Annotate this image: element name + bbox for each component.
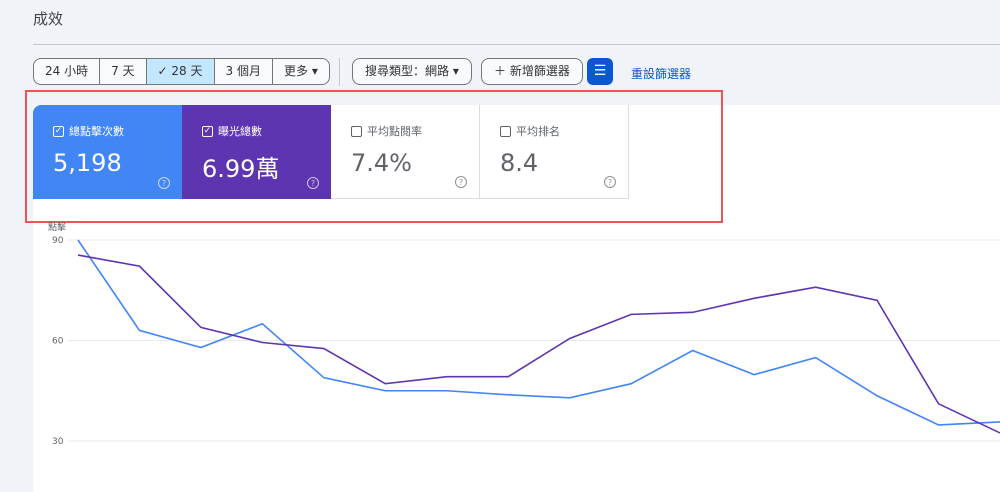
metric-card-clicks[interactable]: ✓ 總點擊次數 5,198 ? xyxy=(33,105,182,199)
y-tick-label: 90 xyxy=(52,236,64,246)
date-range-selector: 24 小時 7 天 ✓ 28 天 3 個月 更多 ▾ xyxy=(33,58,330,85)
metric-card-impressions[interactable]: ✓ 曝光總數 6.99萬 ? xyxy=(182,105,331,199)
metric-card-ctr[interactable]: 平均點閱率 7.4% ? xyxy=(331,105,480,199)
y-axis-label: 點擊 xyxy=(48,221,66,233)
y-tick-label: 30 xyxy=(52,437,64,447)
checkbox-checked-icon[interactable]: ✓ xyxy=(202,125,213,137)
divider xyxy=(33,44,1000,45)
add-filter-button[interactable]: ＋ 新增篩選器 xyxy=(481,58,583,85)
reset-filters-link[interactable]: 重設篩選器 xyxy=(631,67,692,81)
help-icon[interactable]: ? xyxy=(455,176,467,188)
check-icon: ✓ xyxy=(157,64,172,78)
range-3m[interactable]: 3 個月 xyxy=(215,59,273,84)
plus-icon: ＋ xyxy=(494,64,507,78)
filter-icon[interactable]: ☰ xyxy=(587,58,613,85)
metric-card-position[interactable]: 平均排名 8.4 ? xyxy=(480,105,629,199)
page-title: 成效 xyxy=(33,10,64,28)
checkbox-icon[interactable] xyxy=(500,125,511,137)
checkbox-icon[interactable] xyxy=(351,125,362,137)
metric-value: 5,198 xyxy=(53,149,122,177)
divider xyxy=(339,58,340,86)
caret-down-icon: ▾ xyxy=(311,64,318,78)
range-28d[interactable]: ✓ 28 天 xyxy=(146,59,215,84)
help-icon[interactable]: ? xyxy=(604,176,616,188)
metric-value: 6.99萬 xyxy=(202,155,280,183)
range-24h[interactable]: 24 小時 xyxy=(34,59,101,84)
checkbox-checked-icon[interactable]: ✓ xyxy=(53,125,64,137)
search-type-dropdown[interactable]: 搜尋類型：網路 ▾ xyxy=(352,58,472,85)
metric-value: 7.4% xyxy=(351,149,412,177)
range-7d[interactable]: 7 天 xyxy=(100,59,147,84)
range-more[interactable]: 更多 ▾ xyxy=(283,64,318,78)
y-tick-label: 60 xyxy=(52,337,64,347)
help-icon[interactable]: ? xyxy=(158,177,170,189)
highlight-box xyxy=(25,90,723,223)
help-icon[interactable]: ? xyxy=(307,177,319,189)
series-line-impressions xyxy=(77,254,1000,434)
caret-down-icon: ▾ xyxy=(452,64,459,78)
metric-value: 8.4 xyxy=(500,149,539,177)
series-line-clicks xyxy=(77,239,1000,426)
